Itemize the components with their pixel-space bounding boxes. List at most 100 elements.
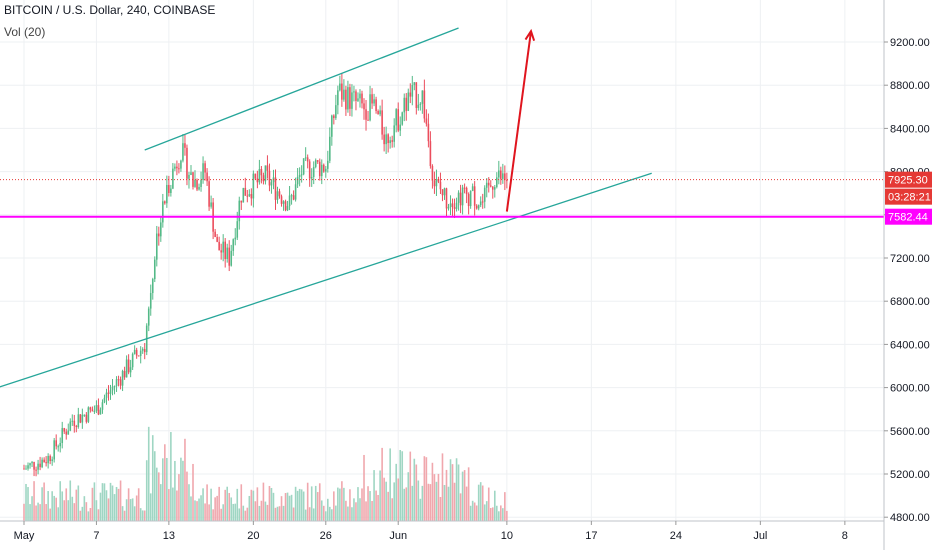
price-tick-label: 7200.00 bbox=[890, 253, 930, 265]
volume-bar bbox=[23, 503, 25, 521]
volume-bar bbox=[212, 509, 214, 521]
volume-bar bbox=[103, 483, 106, 521]
candle-body bbox=[43, 459, 45, 463]
candle-body bbox=[310, 177, 313, 179]
candle-body bbox=[417, 104, 420, 108]
candle-body bbox=[172, 168, 174, 189]
volume-bar bbox=[337, 487, 339, 521]
volume-bar bbox=[61, 491, 64, 521]
candle-body bbox=[238, 200, 241, 222]
candle-body bbox=[164, 201, 166, 204]
time-tick-label: Jun bbox=[389, 530, 407, 542]
volume-bar bbox=[260, 500, 263, 521]
volume-bar bbox=[437, 473, 440, 521]
candle-body bbox=[282, 201, 285, 204]
candle-body bbox=[242, 187, 245, 203]
volume-bar bbox=[453, 482, 456, 521]
volume-bar bbox=[234, 503, 237, 521]
countdown-tag-bg bbox=[885, 188, 932, 205]
volume-bar bbox=[343, 487, 345, 521]
candle-body bbox=[228, 247, 231, 266]
volume-bar bbox=[157, 472, 160, 521]
candle-body bbox=[51, 459, 53, 461]
candle-body bbox=[395, 109, 398, 126]
volume-bar bbox=[393, 482, 395, 521]
volume-bar bbox=[292, 507, 295, 521]
candle-body bbox=[133, 349, 136, 354]
volume-bar bbox=[113, 494, 116, 521]
lower-channel-line bbox=[0, 172, 652, 388]
candle-body bbox=[232, 239, 235, 251]
candle-body bbox=[300, 174, 303, 176]
volume-bar bbox=[194, 500, 196, 521]
volume-bar bbox=[244, 510, 247, 521]
candle-body bbox=[244, 187, 247, 196]
candle-body bbox=[127, 359, 130, 373]
candle-body bbox=[320, 164, 323, 177]
volume-bar bbox=[206, 484, 208, 521]
candle-body bbox=[248, 194, 251, 197]
candle-body bbox=[329, 136, 331, 161]
candle-body bbox=[141, 349, 144, 351]
candle-body bbox=[214, 231, 216, 238]
candle-body bbox=[89, 407, 92, 410]
volume-bar bbox=[318, 483, 321, 521]
volume-bar bbox=[75, 489, 78, 521]
candle-body bbox=[429, 141, 432, 167]
candle-body bbox=[254, 173, 257, 179]
volume-bar bbox=[322, 505, 325, 521]
volume-bar bbox=[172, 487, 174, 521]
candle-body bbox=[455, 202, 458, 209]
volume-bar bbox=[290, 494, 293, 521]
volume-bar bbox=[425, 457, 428, 521]
candle-body bbox=[296, 176, 299, 185]
volume-bar bbox=[459, 493, 462, 521]
candle-body bbox=[288, 195, 291, 207]
volume-bar bbox=[35, 505, 37, 521]
volume-bar bbox=[127, 488, 130, 521]
candle-body bbox=[318, 161, 321, 177]
volume-bar bbox=[101, 483, 104, 521]
volume-bar bbox=[375, 490, 377, 521]
candle-body bbox=[196, 179, 198, 190]
candle-body bbox=[286, 206, 289, 211]
volume-bar bbox=[155, 467, 158, 521]
volume-bar bbox=[198, 498, 200, 521]
volume-bar bbox=[252, 490, 255, 521]
candle-body bbox=[405, 97, 408, 111]
volume-bar bbox=[399, 449, 402, 521]
volume-bar bbox=[39, 504, 41, 521]
candle-body bbox=[489, 185, 492, 187]
volume-bar bbox=[89, 507, 92, 521]
volume-bar bbox=[272, 492, 275, 521]
support-price-tag-bg bbox=[885, 208, 932, 225]
volume-bar bbox=[170, 432, 172, 521]
time-axis: May 7 13 20 26 Jun 10 17 24 Jul 8 bbox=[0, 520, 884, 542]
volume-bar bbox=[401, 451, 404, 521]
candle-body bbox=[276, 191, 279, 200]
volume-bar bbox=[67, 500, 70, 521]
time-tick-label: Jul bbox=[753, 530, 767, 542]
volume-bar bbox=[224, 489, 226, 521]
volume-bar bbox=[63, 500, 66, 521]
candle-body bbox=[473, 186, 476, 206]
candle-body bbox=[357, 98, 359, 101]
volume-bar bbox=[397, 478, 400, 521]
volume-bar bbox=[218, 486, 220, 521]
grid bbox=[0, 0, 884, 521]
volume-bar bbox=[383, 477, 385, 521]
volume-bar bbox=[266, 504, 269, 521]
volume-bar bbox=[43, 482, 45, 521]
volume-bar bbox=[248, 495, 251, 521]
volume-bar bbox=[485, 501, 488, 521]
volume-bar bbox=[304, 509, 307, 521]
volume-bar bbox=[451, 464, 454, 521]
candle-body bbox=[222, 241, 224, 253]
candle-body bbox=[83, 414, 86, 416]
candle-body bbox=[500, 170, 502, 179]
candle-body bbox=[264, 165, 267, 182]
candle-body bbox=[375, 99, 377, 111]
volume-bar bbox=[314, 485, 317, 521]
